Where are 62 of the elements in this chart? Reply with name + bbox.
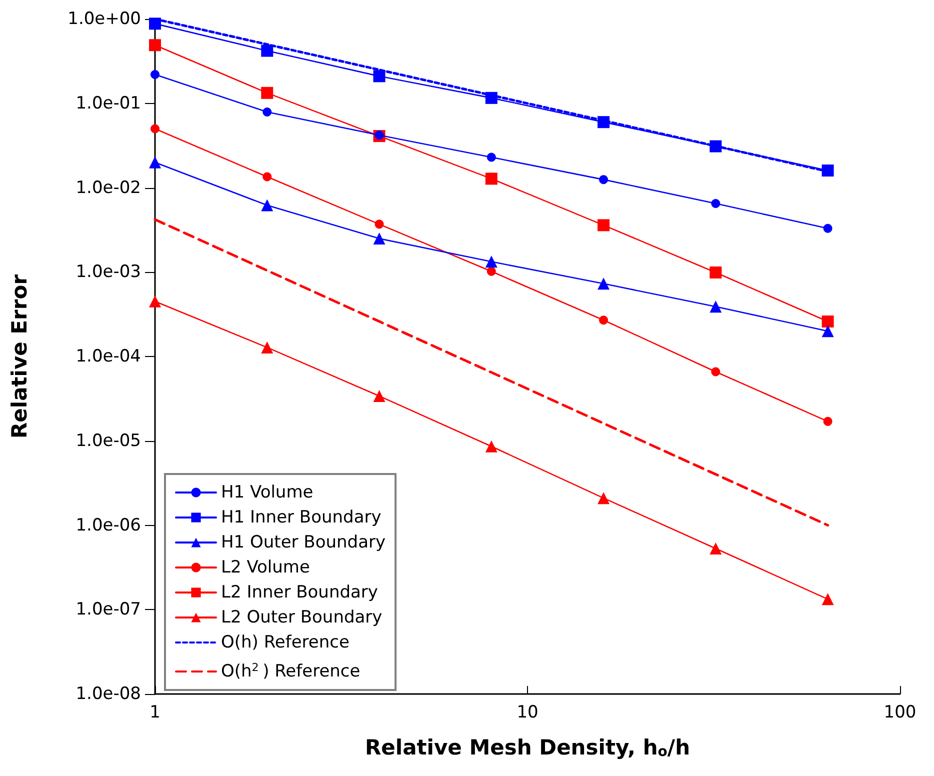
point [823, 416, 832, 426]
point [374, 220, 384, 229]
point [149, 156, 161, 168]
y-tick-label: 1.0e-02 [76, 178, 141, 198]
point [486, 266, 496, 276]
point [261, 86, 274, 99]
legend-label: L2 Volume [221, 558, 310, 578]
y-tick-label: 1.0e-06 [76, 515, 141, 536]
point [822, 164, 834, 177]
y-tick-label: 1.0e-03 [76, 262, 141, 282]
x-tick-label: 10 [516, 702, 538, 722]
point [373, 232, 386, 245]
point [261, 44, 274, 57]
point [710, 300, 722, 313]
point [373, 70, 386, 82]
point [598, 278, 610, 290]
point [486, 152, 496, 162]
point [150, 70, 160, 79]
point [710, 140, 722, 152]
point [374, 130, 384, 140]
legend-label: H1 Outer Boundary [221, 532, 386, 552]
y-tick-label: 1.0e-07 [76, 600, 141, 620]
point [485, 256, 498, 268]
point [262, 172, 272, 182]
point [485, 172, 498, 185]
point [711, 367, 720, 376]
point [711, 199, 720, 208]
y-axis-title: Relative Error [8, 274, 32, 439]
y-tick-label: 1.0e-01 [76, 93, 141, 114]
x-tick-label: 100 [884, 702, 916, 722]
y-tick-label: 1.0e-04 [76, 346, 141, 366]
y-tick-label: 1.0e-08 [76, 684, 141, 704]
point [599, 175, 608, 184]
point [598, 492, 610, 504]
point [599, 316, 608, 325]
point [150, 124, 160, 134]
point [373, 390, 386, 402]
point [149, 39, 161, 52]
x-axis-title: Relative Mesh Density, ho/h [364, 736, 690, 760]
point [598, 116, 610, 128]
point [149, 18, 161, 30]
legend-label: O(h) Reference [221, 632, 350, 652]
point [149, 295, 161, 308]
legend-label: L2 Inner Boundary [221, 582, 378, 602]
point [823, 224, 832, 233]
x-tick-label: 1 [150, 702, 160, 722]
legend-label: H1 Volume [221, 482, 314, 502]
point [822, 315, 834, 328]
point [822, 325, 834, 338]
legend-label: L2 Outer Boundary [221, 608, 382, 628]
point [710, 542, 722, 555]
point [262, 108, 272, 117]
point [485, 92, 498, 104]
point [485, 440, 498, 452]
point [261, 199, 274, 212]
y-tick-label: 1.0e+00 [68, 9, 141, 29]
point [822, 593, 834, 606]
y-tick-label: 1.0e-05 [76, 430, 141, 451]
point [261, 341, 274, 354]
point [598, 219, 610, 232]
legend-label: H1 Inner Boundary [221, 508, 382, 528]
point [710, 266, 722, 278]
